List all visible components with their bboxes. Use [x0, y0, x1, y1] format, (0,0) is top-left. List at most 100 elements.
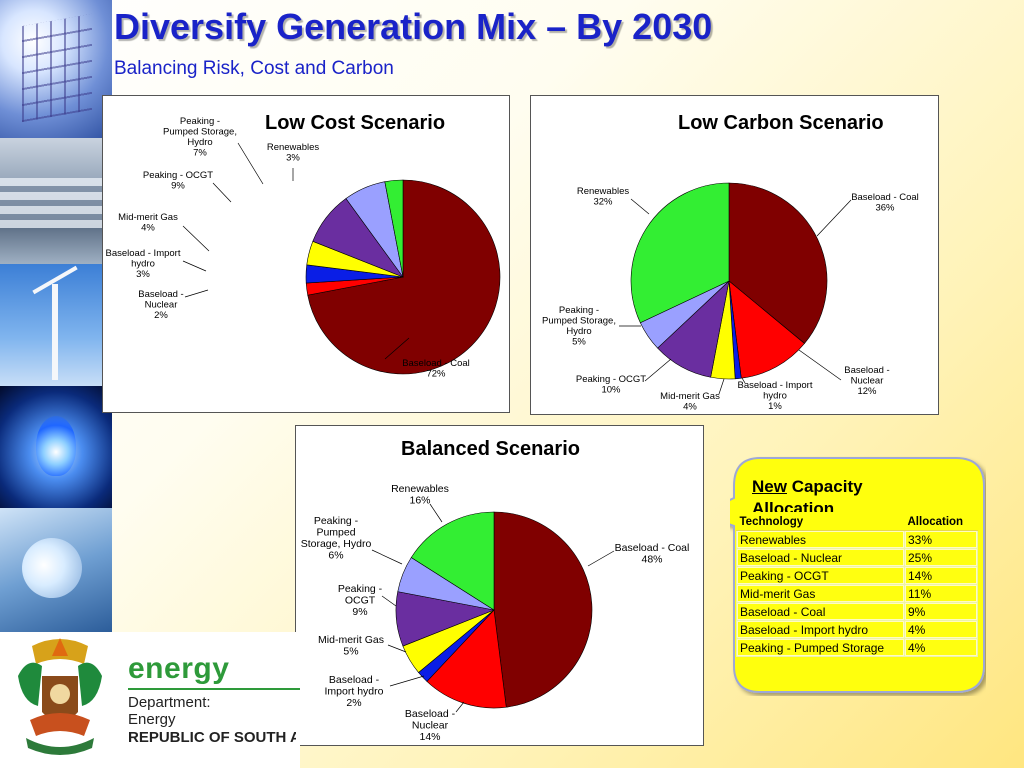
turbine-mast: [52, 284, 58, 380]
slice-label-baseload-nuclear: Baseload -Nuclear 14%: [405, 708, 456, 743]
callout-title: New Capacity Allocation: [752, 476, 902, 512]
leader-line: [381, 595, 397, 607]
allocation-cell: 9%: [904, 602, 978, 621]
coat-of-arms-logo: [18, 638, 102, 755]
allocation-cell: 14%: [904, 566, 978, 585]
pie-slice-baseload-nuclear: [728, 280, 805, 379]
technology-cell: Peaking - Pumped Storage: [736, 638, 905, 657]
solar-panel-grid: [22, 13, 92, 123]
balanced-pie: Baseload - Coal 48% Baseload -Nuclear 14% Ba…: [301, 483, 690, 743]
leader-line: [212, 182, 232, 203]
pipeline-image: [0, 138, 112, 264]
wind-turbine-image: [0, 264, 112, 386]
leader-line: [182, 225, 210, 252]
allocation-cell: 4%: [904, 638, 978, 657]
leader-line: [389, 675, 425, 687]
slice-label-baseload-import-hydro: Baseload - Import hydro 3%: [106, 248, 181, 280]
brand-divider: [128, 688, 300, 690]
ministry-label: Energy: [128, 711, 176, 728]
leader-line: [387, 644, 407, 653]
pie-slice-baseload-coal: [493, 511, 593, 708]
table-row: Baseload - Coal 9%: [736, 602, 978, 621]
slice-label-baseload-coal: Baseload - Coal 36%: [851, 192, 919, 214]
allocation-table: Technology Allocation Renewables 33% Basel…: [736, 513, 978, 657]
slice-label-mid-merit-gas: Mid-merit Gas 4%: [660, 391, 720, 413]
balanced-chart: Balanced Scenario Baseload - Coal 48% Base…: [295, 425, 704, 746]
allocation-cell: 11%: [904, 584, 978, 603]
slice-label-peaking-pumped-storage-hydro: Peaking -Pumped Storage, Hydro 6%: [301, 515, 372, 562]
pie-slice-renewables: [384, 179, 404, 278]
table-row: Peaking - OCGT 14%: [736, 566, 978, 585]
slice-label-peaking-pumped-storage-hydro: Peaking -Pumped Storage, Hydro 5%: [542, 305, 616, 348]
flame-icon: [36, 416, 76, 476]
chart-title: Low Carbon Scenario: [678, 112, 884, 134]
column-header-technology: Technology: [736, 513, 905, 531]
country-label: REPUBLIC OF SOUTH AFRICA: [128, 729, 296, 746]
table-header-row: Technology Allocation: [736, 513, 978, 531]
chart-title: Low Cost Scenario: [265, 112, 446, 134]
slide-title: Diversify Generation Mix – By 2030: [114, 6, 713, 47]
leader-line: [455, 701, 465, 713]
low-carbon-chart: Low Carbon Scenario Baseload - Coal 36% Ba…: [530, 95, 939, 415]
pie-slice-baseload-nuclear: [426, 609, 507, 709]
chart-title: Balanced Scenario: [401, 438, 580, 460]
technology-cell: Peaking - OCGT: [736, 566, 905, 585]
slice-label-mid-merit-gas: Mid-merit Gas 4%: [118, 212, 178, 234]
callout-title-new: New: [752, 477, 787, 496]
technology-cell: Mid-merit Gas: [736, 584, 905, 603]
allocation-cell: 4%: [904, 620, 978, 639]
pipes-graphic: [0, 178, 112, 228]
technology-cell: Baseload - Import hydro: [736, 620, 905, 639]
pie-slice-renewables: [630, 182, 730, 324]
slice-label-peaking-ocgt: Peaking -OCGT 9%: [338, 583, 383, 618]
slice-label-renewables: Renewables 3%: [267, 142, 320, 164]
allocation-cell: 33%: [904, 530, 978, 549]
slice-label-peaking-ocgt: Peaking - OCGT 10%: [576, 374, 646, 396]
technology-cell: Baseload - Nuclear: [736, 548, 905, 567]
allocation-cell: 25%: [904, 548, 978, 567]
leader-line: [429, 503, 443, 523]
table-row: Baseload - Nuclear 25%: [736, 548, 978, 567]
leader-line: [587, 550, 615, 567]
leader-line: [371, 549, 403, 565]
slide-subtitle: Balancing Risk, Cost and Carbon: [114, 58, 394, 79]
department-label: Department:: [128, 694, 211, 711]
slice-label-baseload-import-hydro: Baseload - Import hydro 1%: [738, 380, 813, 412]
leader-line: [718, 378, 725, 395]
pie-slice-baseload-coal: [307, 179, 501, 375]
table-row: Peaking - Pumped Storage 4%: [736, 638, 978, 657]
slice-label-renewables: Renewables 16%: [391, 483, 449, 507]
energy-brand: energy: [128, 652, 230, 685]
callout-title-rest: Capacity Allocation: [752, 477, 863, 512]
low-cost-chart: Low Cost Scenario Baseload - Coal 72% Base…: [102, 95, 510, 413]
slice-label-baseload-import-hydro: Baseload -Import hydro 2%: [325, 674, 384, 709]
slice-label-baseload-nuclear: Baseload -Nuclear 2%: [138, 289, 183, 321]
slice-label-peaking-pumped-storage-hydro: Peaking -Pumped Storage, Hydro 7%: [163, 116, 237, 159]
slice-label-renewables: Renewables 32%: [577, 186, 630, 208]
leader-line: [237, 142, 264, 185]
leader-line: [630, 198, 650, 215]
leader-line: [644, 358, 672, 382]
technology-cell: Renewables: [736, 530, 905, 549]
leader-line: [816, 199, 852, 237]
table-row: Renewables 33%: [736, 530, 978, 549]
slice-label-baseload-nuclear: Baseload -Nuclear 12%: [844, 365, 889, 397]
pie-slice-renewables: [410, 511, 495, 611]
leader-line: [182, 260, 207, 272]
low-cost-pie: Baseload - Coal 72% Baseload -Nuclear 2% Bas…: [106, 116, 501, 380]
table-row: Mid-merit Gas 11%: [736, 584, 978, 603]
low-carbon-pie: Baseload - Coal 36% Baseload -Nuclear 12% Ba…: [542, 182, 919, 413]
leader-line: [184, 289, 209, 298]
column-header-allocation: Allocation: [904, 513, 978, 531]
slice-label-baseload-coal: Baseload - Coal 48%: [615, 542, 690, 566]
leader-line: [384, 337, 410, 360]
slice-label-mid-merit-gas: Mid-merit Gas 5%: [318, 634, 384, 658]
photo-strip: [0, 0, 112, 632]
slice-label-baseload-coal: Baseload - Coal 72%: [402, 358, 470, 380]
table-row: Baseload - Import hydro 4%: [736, 620, 978, 639]
leader-line: [741, 377, 746, 384]
light-bulb-image: [0, 508, 112, 632]
gas-flame-image: [0, 386, 112, 508]
light-bulb-icon: [12, 528, 92, 608]
pie-slice-baseload-coal: [728, 182, 828, 344]
